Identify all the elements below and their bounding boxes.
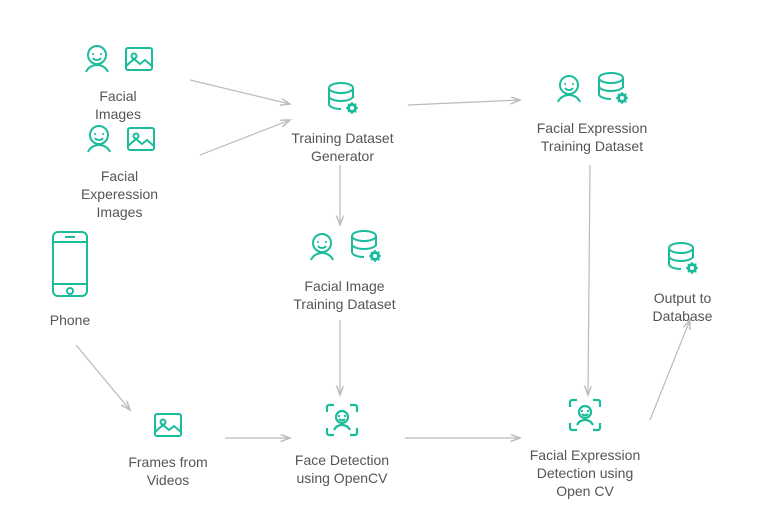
node-facial-expr-detect: Facial ExpressionDetection usingOpen CV: [525, 395, 645, 501]
face-icon: [80, 42, 114, 81]
node-label: Frames fromVideos: [128, 453, 207, 489]
node-face-detect: Face Detectionusing OpenCV: [292, 400, 392, 487]
database-gear-icon: [347, 228, 385, 271]
node-label: Facial ExperessionImages: [62, 167, 177, 222]
node-label: Facial ExpressionTraining Dataset: [537, 119, 648, 155]
node-facial-images: Facial Images: [78, 42, 158, 123]
image-icon: [122, 42, 156, 81]
database-gear-icon: [664, 240, 702, 283]
node-phone: Phone: [45, 228, 95, 329]
image-icon: [151, 408, 185, 447]
face-scan-icon: [565, 395, 605, 440]
node-label: Phone: [50, 311, 90, 329]
node-facial-expr-train: Facial ExpressionTraining Dataset: [532, 70, 652, 155]
phone-icon: [49, 228, 91, 305]
database-gear-icon: [594, 70, 632, 113]
node-training-gen: Training DatasetGenerator: [290, 80, 395, 165]
database-gear-icon: [324, 80, 362, 123]
node-label: Facial ExpressionDetection usingOpen CV: [530, 446, 641, 501]
node-label: Face Detectionusing OpenCV: [295, 451, 389, 487]
node-label: Training DatasetGenerator: [291, 129, 393, 165]
node-label: Output toDatabase: [653, 289, 713, 325]
node-frames-videos: Frames fromVideos: [128, 408, 208, 489]
node-facial-img-train: Facial ImageTraining Dataset: [292, 228, 397, 313]
face-icon: [305, 230, 339, 269]
node-output-db: Output toDatabase: [645, 240, 720, 325]
face-scan-icon: [322, 400, 362, 445]
node-label: Facial Images: [78, 87, 158, 123]
node-label: Facial ImageTraining Dataset: [293, 277, 395, 313]
face-icon: [552, 72, 586, 111]
face-icon: [82, 122, 116, 161]
image-icon: [124, 122, 158, 161]
node-facial-expr-images: Facial ExperessionImages: [62, 122, 177, 222]
